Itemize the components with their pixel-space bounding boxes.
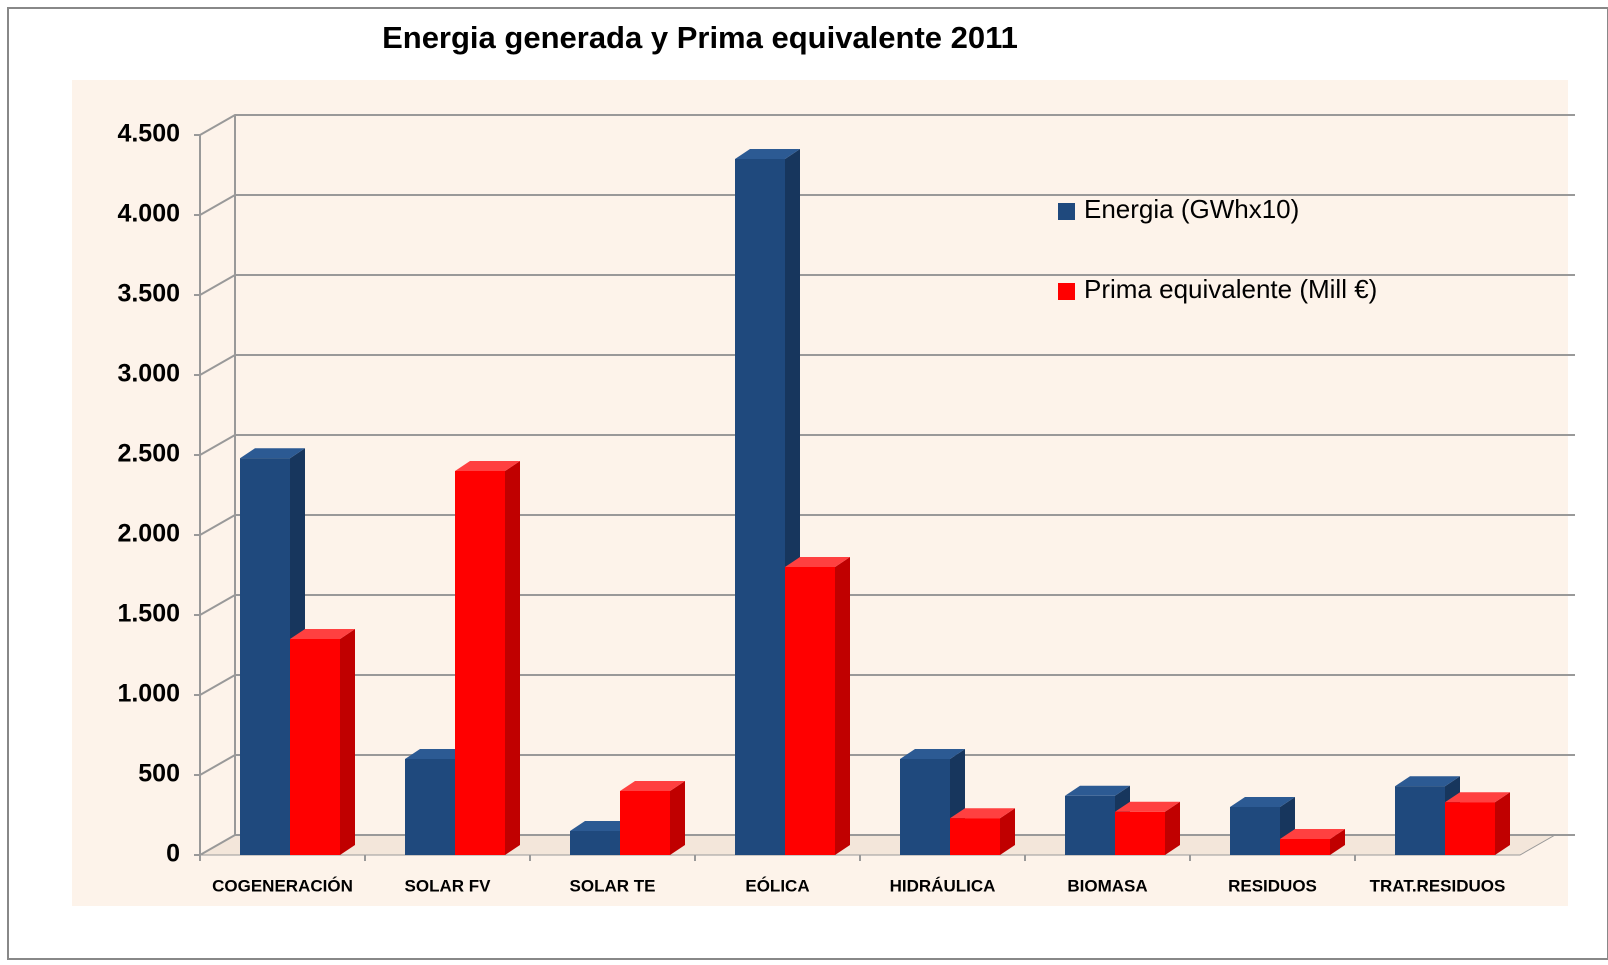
bar-side	[835, 557, 850, 855]
legend-label: Energia (GWhx10)	[1084, 194, 1299, 224]
bar-top	[1065, 785, 1130, 796]
bar-side	[340, 629, 355, 855]
x-tick-label: BIOMASA	[1067, 876, 1147, 895]
bar-top	[735, 149, 800, 159]
y-tick-label: 4.000	[117, 200, 180, 228]
grid-line	[199, 274, 1575, 296]
bar-side	[1495, 792, 1510, 855]
y-tick-label: 3.500	[117, 280, 180, 308]
x-tick-label: EÓLICA	[745, 876, 809, 895]
bar	[900, 759, 950, 855]
y-tick-label: 2.000	[117, 520, 180, 548]
grid-line	[199, 594, 1575, 616]
bar	[950, 818, 1000, 855]
bar-top	[1445, 792, 1510, 803]
bar	[1395, 786, 1445, 855]
bar-top	[900, 749, 965, 759]
x-tick-label: RESIDUOS	[1228, 876, 1317, 895]
bar-top	[405, 749, 470, 759]
bar-top	[1395, 776, 1460, 787]
bar-side	[1165, 801, 1180, 855]
y-tick-label: 3.000	[117, 360, 180, 388]
y-tick-label: 1.500	[117, 600, 180, 628]
x-tick-label: SOLAR FV	[405, 876, 492, 895]
y-tick-label: 4.500	[117, 120, 180, 148]
bar	[735, 159, 785, 855]
legend-swatch	[1058, 283, 1075, 300]
bar	[1230, 807, 1280, 855]
bar	[785, 567, 835, 855]
x-tick-label: COGENERACIÓN	[212, 876, 353, 895]
grid-line	[199, 114, 1575, 136]
bar-top	[1115, 801, 1180, 812]
grid-line	[199, 194, 1575, 216]
x-tick-label: TRAT.RESIDUOS	[1370, 876, 1506, 895]
grid-line	[199, 674, 1575, 696]
bar-side	[505, 461, 520, 855]
legend-swatch	[1058, 203, 1075, 220]
bar	[1065, 795, 1115, 855]
bar-top	[570, 821, 635, 831]
grid-line	[199, 754, 1575, 776]
bar	[1280, 839, 1330, 855]
y-tick-label: 0	[166, 840, 180, 868]
bar-top	[620, 781, 685, 791]
bar-top	[1280, 829, 1345, 839]
bar-top	[455, 461, 520, 471]
bar-side	[670, 781, 685, 855]
bar	[405, 759, 455, 855]
bar	[240, 458, 290, 855]
floor	[198, 834, 1557, 856]
bar	[455, 471, 505, 855]
grid-line	[199, 354, 1575, 376]
bar	[1115, 811, 1165, 855]
bar-top	[240, 448, 305, 459]
y-tick-label: 500	[138, 760, 180, 788]
bar	[620, 791, 670, 855]
bar-top	[950, 808, 1015, 819]
y-tick-label: 2.500	[117, 440, 180, 468]
x-tick-label: HIDRÁULICA	[890, 876, 996, 895]
y-tick-label: 1.000	[117, 680, 180, 708]
bar-top	[290, 629, 355, 639]
x-tick-label: SOLAR TE	[570, 876, 656, 895]
chart-title: Energia generada y Prima equivalente 201…	[382, 20, 1018, 55]
bar-top	[785, 557, 850, 567]
grid-line	[199, 514, 1575, 536]
bar-top	[1230, 797, 1295, 807]
bar	[1445, 802, 1495, 855]
grid-line	[199, 434, 1575, 456]
bar-side	[1000, 808, 1015, 855]
bar	[570, 831, 620, 855]
bar	[290, 639, 340, 855]
bar-side	[1330, 829, 1345, 855]
legend-label: Prima equivalente (Mill €)	[1084, 274, 1377, 304]
